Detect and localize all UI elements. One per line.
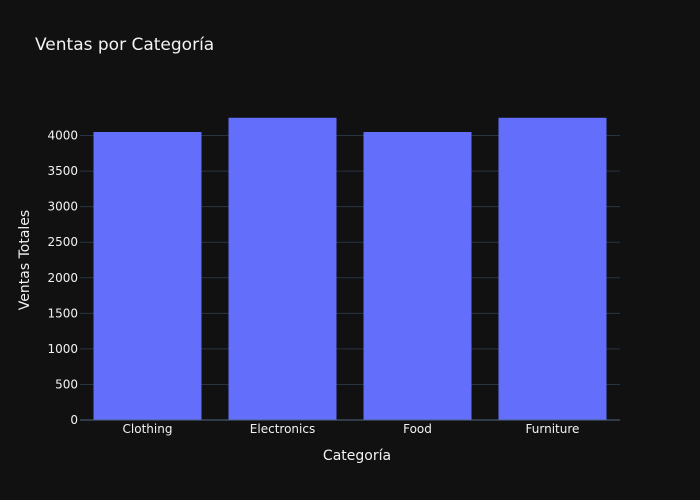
x-tick-label: Electronics xyxy=(250,422,315,436)
y-tick-label: 500 xyxy=(55,377,78,391)
y-tick-label: 3000 xyxy=(47,200,78,214)
x-tick-label: Clothing xyxy=(123,422,173,436)
y-tick-label: 1000 xyxy=(47,342,78,356)
y-axis-title: Ventas Totales xyxy=(17,210,33,310)
bars xyxy=(93,117,607,421)
x-tick-label: Food xyxy=(403,422,432,436)
chart-title: Ventas por Categoría xyxy=(35,35,214,55)
y-tick-label: 0 xyxy=(70,413,78,427)
y-tick-label: 2000 xyxy=(47,271,78,285)
y-tick-label: 3500 xyxy=(47,164,78,178)
bar-clothing[interactable] xyxy=(93,132,202,420)
y-tick-label: 4000 xyxy=(47,129,78,143)
bar-electronics[interactable] xyxy=(228,117,337,421)
bar-furniture[interactable] xyxy=(498,117,607,421)
x-tick-label: Furniture xyxy=(526,422,580,436)
y-tick-label: 1500 xyxy=(47,306,78,320)
x-tick-labels: Clothing Electronics Food Furniture xyxy=(123,422,580,436)
y-tick-labels: 0 500 1000 1500 2000 2500 3000 3500 4000 xyxy=(47,129,78,427)
bar-food[interactable] xyxy=(363,132,472,420)
y-tick-label: 2500 xyxy=(47,235,78,249)
x-axis-title: Categoría xyxy=(323,448,391,464)
